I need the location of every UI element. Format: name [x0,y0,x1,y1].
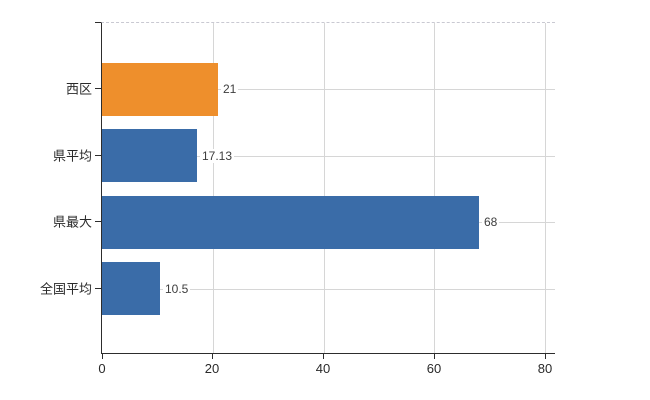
y-axis-tick [95,288,101,289]
bar-1 [102,129,197,182]
category-label: 全国平均 [39,281,92,297]
y-axis-tick [95,88,101,89]
vertical-gridline [213,23,214,353]
x-axis-tick-label: 60 [426,361,442,376]
bar-0 [102,63,218,116]
x-axis-tick-label: 0 [98,361,106,376]
bar-3 [102,262,160,315]
y-axis-tick [95,22,101,23]
horizontal-gridline [102,289,555,290]
bar-2 [102,196,479,249]
x-axis-tick [545,354,546,359]
bar-value-label: 21 [221,82,239,96]
y-axis-tick [95,155,101,156]
category-label: 県平均 [52,148,92,164]
horizontal-gridline [102,89,555,90]
bar-value-label: 10.5 [163,282,191,296]
x-axis-tick [434,354,435,359]
bar-value-label: 17.13 [200,149,235,163]
y-axis-tick [95,221,101,222]
horizontal-gridline [102,156,555,157]
x-axis-tick-label: 80 [537,361,553,376]
x-axis-tick [323,354,324,359]
x-axis-tick-label: 40 [315,361,331,376]
x-axis-tick [212,354,213,359]
vertical-gridline [545,23,546,353]
x-axis-tick-label: 20 [204,361,220,376]
vertical-gridline [324,23,325,353]
vertical-gridline [434,23,435,353]
bar-value-label: 68 [482,215,500,229]
plot-area: 21 17.13 68 10.5 [101,22,555,354]
x-axis-tick [102,354,103,359]
category-label: 西区 [65,81,92,97]
category-label: 県最大 [52,214,92,230]
